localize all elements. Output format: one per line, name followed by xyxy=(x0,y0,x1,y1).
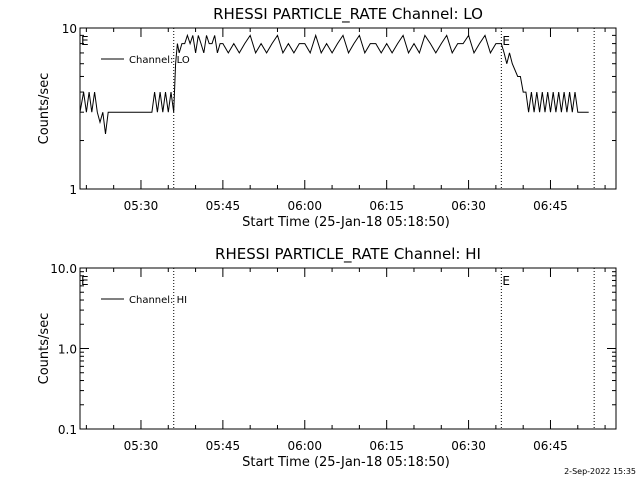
y-tick-label: 1 xyxy=(69,183,77,197)
x-tick-label: 05:45 xyxy=(206,439,241,453)
x-tick-label: 06:15 xyxy=(369,439,404,453)
x-tick-label: 06:00 xyxy=(287,439,322,453)
x-tick-label: 06:45 xyxy=(533,439,568,453)
eclipse-marker: E xyxy=(81,34,89,48)
y-tick-label: 1.0 xyxy=(58,343,77,357)
eclipse-marker: E xyxy=(81,274,89,288)
x-tick-label: 05:30 xyxy=(124,199,159,213)
y-tick-label: 10.0 xyxy=(50,262,77,276)
y-axis-label: Counts/sec xyxy=(37,313,52,385)
timestamp: 2-Sep-2022 15:35 xyxy=(564,467,636,476)
legend-entry: Channel: HI xyxy=(129,295,187,306)
chart-title: RHESSI PARTICLE_RATE Channel: LO xyxy=(213,5,483,24)
x-axis-label: Start Time (25-Jan-18 05:18:50) xyxy=(242,455,450,470)
lo-chart-panel: RHESSI PARTICLE_RATE Channel: LO Start Ti… xyxy=(37,5,617,230)
hi-chart-panel: RHESSI PARTICLE_RATE Channel: HI Start Ti… xyxy=(37,245,617,470)
chart-title: RHESSI PARTICLE_RATE Channel: HI xyxy=(215,245,481,264)
y-tick-label: 0.1 xyxy=(58,423,77,437)
x-tick-label: 06:15 xyxy=(369,199,404,213)
x-tick-label: 06:30 xyxy=(451,439,486,453)
eclipse-marker: E xyxy=(502,34,510,48)
x-tick-label: 05:45 xyxy=(206,199,241,213)
plot-frame xyxy=(79,267,617,430)
legend-entry: Channel: LO xyxy=(129,55,190,66)
x-tick-label: 06:00 xyxy=(287,199,322,213)
series-line-lo xyxy=(79,33,589,134)
x-tick-label: 06:45 xyxy=(533,199,568,213)
x-axis-label: Start Time (25-Jan-18 05:18:50) xyxy=(242,215,450,230)
plot-frame xyxy=(79,27,617,190)
x-tick-label: 06:30 xyxy=(451,199,486,213)
eclipse-marker: E xyxy=(502,274,510,288)
x-tick-label: 05:30 xyxy=(124,439,159,453)
y-tick-label: 10 xyxy=(62,22,77,36)
y-axis-label: Counts/sec xyxy=(37,73,52,145)
